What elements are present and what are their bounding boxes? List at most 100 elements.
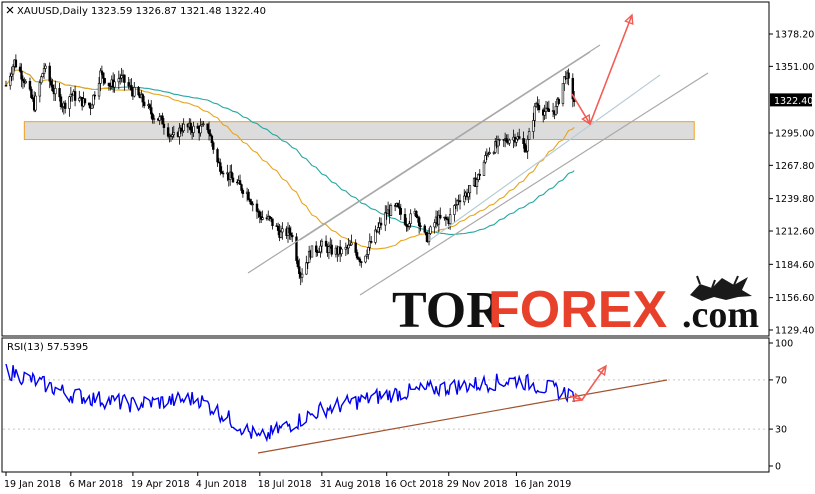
candle bbox=[207, 121, 211, 141]
logo-com-text: .com bbox=[682, 294, 759, 336]
x-tick-label: 19 Apr 2018 bbox=[131, 479, 190, 490]
candle bbox=[433, 219, 436, 234]
candle bbox=[546, 101, 549, 111]
candle bbox=[439, 207, 442, 220]
candle bbox=[551, 102, 555, 118]
candle bbox=[18, 62, 22, 73]
candle bbox=[182, 118, 185, 133]
candle bbox=[478, 169, 481, 181]
candle bbox=[220, 166, 223, 174]
candle bbox=[51, 78, 54, 92]
candle bbox=[179, 125, 183, 134]
candle bbox=[389, 203, 393, 217]
rsi-header-text: RSI(13) 57.5395 bbox=[7, 342, 88, 353]
y-tick-label: 1156.60 bbox=[775, 293, 814, 304]
candle bbox=[484, 151, 487, 165]
candle bbox=[544, 101, 548, 120]
candle bbox=[97, 77, 101, 100]
rsi-arrow-up bbox=[581, 364, 607, 401]
candle bbox=[310, 245, 314, 258]
candle bbox=[360, 260, 363, 268]
candle bbox=[543, 104, 546, 120]
y-tick-label: 1351.00 bbox=[775, 62, 814, 73]
candle bbox=[123, 74, 126, 91]
candle bbox=[369, 236, 373, 244]
candle bbox=[210, 134, 214, 147]
candle bbox=[350, 234, 353, 246]
y-tick-label: 1239.80 bbox=[775, 194, 814, 205]
candle bbox=[133, 81, 136, 98]
candle bbox=[48, 62, 51, 89]
candle bbox=[240, 183, 243, 194]
candle bbox=[415, 210, 418, 219]
x-tick-label: 16 Oct 2018 bbox=[385, 479, 444, 490]
candle bbox=[324, 235, 328, 247]
candle bbox=[38, 79, 42, 103]
candle bbox=[119, 73, 122, 85]
current-price-marker bbox=[770, 93, 812, 107]
candle bbox=[127, 77, 130, 90]
y-tick-label: 1267.80 bbox=[775, 161, 814, 172]
candle bbox=[330, 239, 333, 257]
candle bbox=[537, 99, 541, 113]
candle bbox=[78, 90, 81, 103]
candle bbox=[24, 79, 27, 85]
candle bbox=[206, 123, 209, 133]
candle bbox=[271, 218, 274, 230]
candle bbox=[357, 256, 360, 261]
candle bbox=[73, 85, 77, 107]
candle bbox=[148, 103, 152, 111]
candle bbox=[9, 72, 12, 90]
candle bbox=[68, 95, 71, 117]
candle bbox=[314, 241, 318, 257]
candle bbox=[571, 73, 575, 108]
forecast-arrow-up bbox=[589, 13, 634, 125]
candle bbox=[289, 226, 293, 241]
candle bbox=[269, 216, 273, 223]
rsi-trendline bbox=[257, 379, 668, 454]
candle bbox=[477, 173, 480, 183]
candle bbox=[150, 100, 153, 119]
x-tick-label: 6 Mar 2018 bbox=[69, 479, 123, 490]
candle bbox=[44, 63, 47, 73]
candle bbox=[59, 94, 63, 110]
candle bbox=[69, 86, 73, 102]
candle bbox=[384, 205, 387, 232]
candle bbox=[494, 137, 497, 154]
candle bbox=[340, 247, 343, 257]
candle bbox=[299, 271, 302, 286]
x-tick-label: 4 Jun 2018 bbox=[196, 479, 247, 490]
candle bbox=[492, 150, 496, 155]
y-tick-label: 1295.00 bbox=[775, 128, 814, 139]
candle bbox=[496, 135, 500, 155]
candle bbox=[172, 125, 175, 139]
symbol-header: XAUUSD,Daily 1323.59 1326.87 1321.48 132… bbox=[6, 6, 266, 17]
candle bbox=[396, 202, 400, 208]
candle bbox=[526, 135, 529, 159]
candle bbox=[475, 177, 479, 195]
candle bbox=[291, 232, 294, 243]
candle bbox=[113, 74, 116, 93]
candle bbox=[532, 112, 535, 139]
candle bbox=[399, 203, 402, 220]
candle bbox=[347, 238, 350, 255]
candle bbox=[485, 148, 489, 160]
candle bbox=[348, 239, 352, 246]
candle bbox=[368, 233, 371, 251]
candle bbox=[377, 221, 380, 234]
y-tick-label: 1212.60 bbox=[775, 227, 814, 238]
candle bbox=[488, 147, 491, 155]
ma-slow-line bbox=[5, 69, 575, 235]
price-plot bbox=[4, 13, 709, 296]
axes: 1378.20 1351.00 1322.40 1295.00 1267.80 1239.… bbox=[4, 30, 814, 491]
channel-line bbox=[299, 51, 591, 241]
candle bbox=[14, 54, 18, 69]
close-icon[interactable] bbox=[6, 6, 14, 14]
candle bbox=[216, 147, 219, 167]
candle bbox=[567, 68, 570, 86]
candle bbox=[525, 145, 528, 153]
candle bbox=[487, 151, 490, 158]
candle bbox=[403, 208, 407, 226]
